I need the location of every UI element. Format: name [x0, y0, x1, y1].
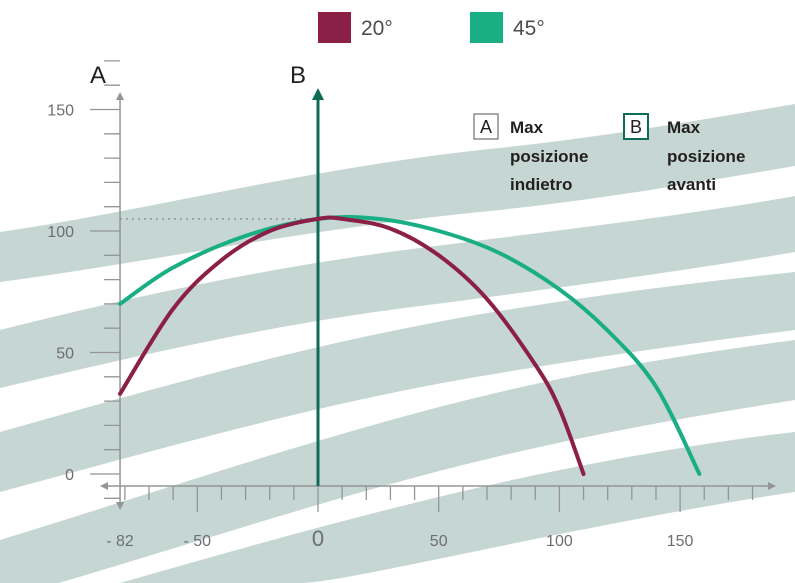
- y-tick-label: 50: [56, 346, 74, 363]
- x-tick-label: 100: [546, 533, 573, 550]
- annotation-b-line-2: posizione: [667, 147, 745, 166]
- axis-a-arrow: [116, 92, 125, 100]
- x-axis-arrow: [768, 482, 776, 490]
- axes: [100, 88, 776, 510]
- annotation-a-letter: A: [480, 117, 492, 137]
- legend: 20° 45°: [318, 12, 545, 43]
- legend-label-45deg: 45°: [513, 17, 545, 40]
- annotation-a-box: [473, 113, 499, 140]
- series-45deg-line: [118, 215, 702, 476]
- background-band: [0, 340, 795, 583]
- series-curves: [118, 215, 702, 476]
- tick-marks: [90, 60, 754, 512]
- x-tick-label: - 50: [184, 533, 212, 550]
- annotation-b-box: [623, 113, 649, 140]
- y-tick-label: 100: [47, 224, 74, 241]
- annotation-b: B Max posizione avanti: [623, 113, 745, 194]
- y-tick-label: 0: [65, 467, 74, 484]
- annotation-b-line-3: avanti: [667, 175, 716, 194]
- legend-swatch-20deg: [318, 12, 351, 43]
- legend-label-20deg: 20°: [361, 17, 393, 40]
- annotation-b-line-1: Max: [667, 118, 701, 137]
- background-band: [0, 104, 795, 282]
- background-band: [0, 272, 795, 492]
- axis-a-label: A: [90, 62, 106, 89]
- axis-a-arrow-bottom: [116, 502, 125, 510]
- annotation-a: A Max posizione indietro: [473, 113, 588, 194]
- series-20deg-line: [118, 215, 586, 476]
- axis-b-label: B: [290, 62, 306, 89]
- x-tick-label: 50: [430, 533, 448, 550]
- background-bands: [0, 104, 795, 583]
- annotation-a-line-2: posizione: [510, 147, 588, 166]
- annotation-b-letter: B: [630, 117, 642, 137]
- axis-b-arrow: [312, 88, 324, 100]
- background-band: [120, 432, 795, 583]
- annotation-a-line-3: indietro: [510, 175, 572, 194]
- x-tick-label: 150: [667, 533, 694, 550]
- x-tick-label: - 82: [106, 533, 134, 550]
- x-tick-label: 0: [312, 526, 324, 551]
- tick-labels: 150 100 50 0 - 82 - 50 0 50 100 150: [47, 103, 693, 552]
- x-axis-arrow-left: [100, 482, 108, 490]
- legend-swatch-45deg: [470, 12, 503, 43]
- y-tick-label: 150: [47, 103, 74, 120]
- background-band: [0, 196, 795, 388]
- annotation-a-line-1: Max: [510, 118, 544, 137]
